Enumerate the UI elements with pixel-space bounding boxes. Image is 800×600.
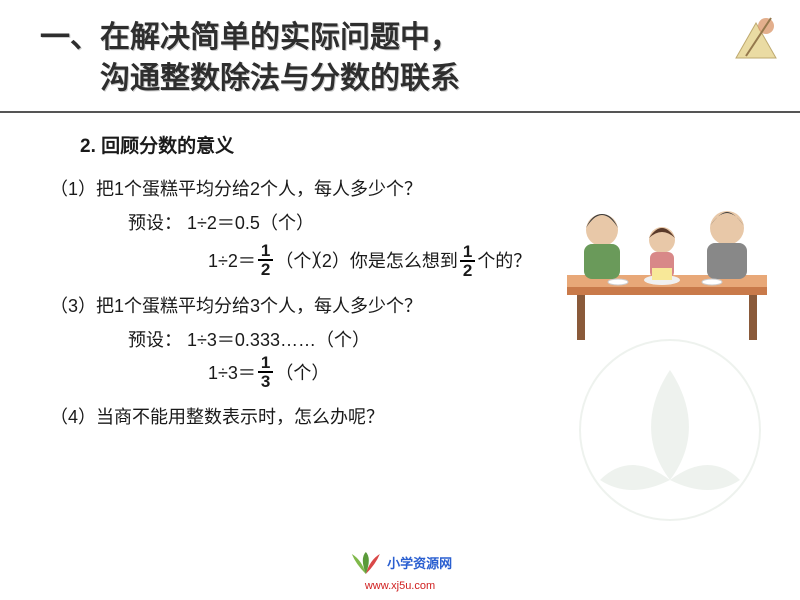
q1-preset-a: 预设： 1÷2＝0.5（个） <box>128 209 800 235</box>
q1-equation-lhs: 1÷2＝ <box>208 247 256 273</box>
question-4: （4）当商不能用整数表示时，怎么办呢？ <box>50 404 800 431</box>
q3-preset-a: 预设： 1÷3＝0.333……（个） <box>128 326 800 352</box>
q2-text-post: 个的？ <box>477 248 531 275</box>
title-line-2: 沟通整数除法与分数的联系 <box>40 59 800 100</box>
q3-equation-lhs: 1÷3＝ <box>208 359 256 385</box>
title-line-1: 一、在解决简单的实际问题中， <box>40 18 800 59</box>
footer-url: www.xj5u.com <box>365 580 435 592</box>
preset-label: 预设： <box>128 213 182 233</box>
question-3: （3）把1个蛋糕平均分给3个人，每人多少个？ <box>50 293 800 320</box>
q1-equation-decimal: 1÷2＝0.5（个） <box>187 213 314 233</box>
fraction-numerator: 1 <box>258 242 273 261</box>
question-2: （2）你是怎么想到 1 2 个的？ <box>304 243 531 279</box>
fraction-denominator: 3 <box>258 373 273 390</box>
fraction-numerator: 1 <box>258 354 273 373</box>
subtitle: 2. 回顾分数的意义 <box>80 131 800 158</box>
q3-preset-b: 1÷3＝ 1 3 （个） <box>208 354 329 390</box>
preset-label: 预设： <box>128 330 182 350</box>
fraction-denominator: 2 <box>460 262 475 279</box>
question-1: （1）把1个蛋糕平均分给2个人，每人多少个？ <box>50 176 800 203</box>
unit-label: （个） <box>275 359 329 385</box>
leaf-logo-icon <box>348 552 384 578</box>
fraction-denominator: 2 <box>258 261 273 278</box>
content-area: 2. 回顾分数的意义 （1）把1个蛋糕平均分给2个人，每人多少个？ 预设： 1÷… <box>0 113 800 431</box>
section-title: 一、在解决简单的实际问题中， 沟通整数除法与分数的联系 <box>0 0 800 113</box>
fraction-1-3: 1 3 <box>258 354 273 390</box>
fraction-numerator: 1 <box>460 243 475 262</box>
footer-site-name: 小学资源网 <box>387 556 452 571</box>
fraction-1-2: 1 2 <box>258 242 273 278</box>
fraction-1-2-q2: 1 2 <box>460 243 475 279</box>
q3-equation-decimal: 1÷3＝0.333……（个） <box>187 330 370 350</box>
q2-text-pre: （2）你是怎么想到 <box>304 248 458 275</box>
footer-logo: 小学资源网 www.xj5u.com <box>348 552 452 592</box>
